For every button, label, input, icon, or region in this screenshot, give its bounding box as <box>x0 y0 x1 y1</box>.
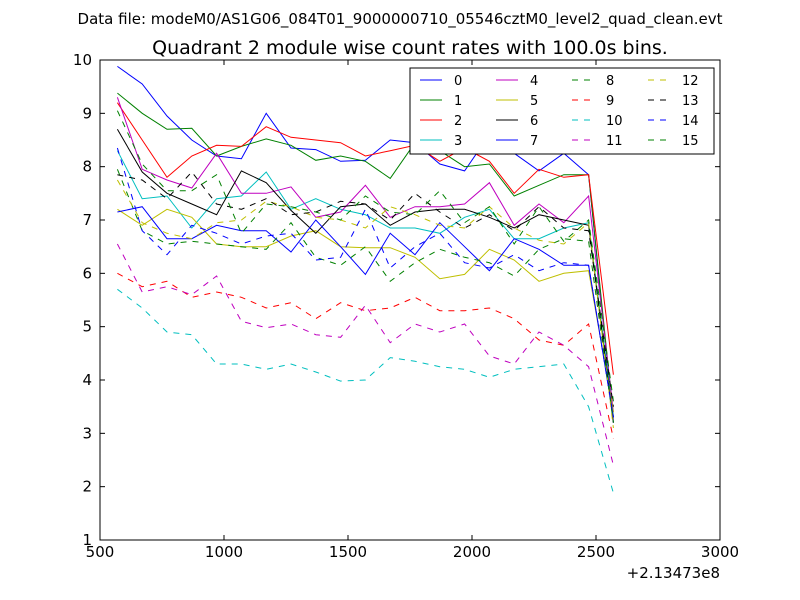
x-tick-label: 2000 <box>453 543 491 561</box>
legend-label-13: 13 <box>682 94 699 109</box>
legend-label-4: 4 <box>530 74 538 89</box>
series-line-5 <box>117 208 614 413</box>
x-offset-label: +2.13473e8 <box>627 564 720 582</box>
legend-label-0: 0 <box>454 74 462 89</box>
series-line-15 <box>116 110 614 402</box>
series-line-6 <box>116 129 614 423</box>
chart-title: Quadrant 2 module wise count rates with … <box>152 37 668 59</box>
x-tick-label: 1500 <box>329 543 367 561</box>
series-line-3 <box>116 150 614 418</box>
series-line-7 <box>117 206 614 418</box>
legend-label-6: 6 <box>530 114 538 129</box>
y-tick-label: 2 <box>82 478 92 496</box>
series-line-1 <box>117 92 614 418</box>
legend-label-9: 9 <box>606 94 614 109</box>
series-line-2 <box>116 102 614 375</box>
y-tick-label: 8 <box>82 158 92 176</box>
x-tick-label: 2500 <box>577 543 615 561</box>
series-line-4 <box>116 97 614 413</box>
plot-frame <box>99 59 721 541</box>
x-tick-label: 3000 <box>701 543 739 561</box>
series-line-8 <box>116 169 614 423</box>
series-line-9 <box>117 272 614 439</box>
x-tick-label: 500 <box>86 543 115 561</box>
series-line-11 <box>116 243 614 466</box>
y-tick-label: 7 <box>82 211 92 229</box>
suptitle: Data file: modeM0/AS1G06_084T01_90000007… <box>78 10 723 29</box>
series-line-0 <box>117 65 614 423</box>
legend-label-5: 5 <box>530 94 538 109</box>
legend-label-8: 8 <box>606 74 614 89</box>
y-tick-label: 5 <box>82 318 92 336</box>
y-tick-label: 10 <box>73 51 92 69</box>
legend-label-11: 11 <box>606 134 623 149</box>
series-line-13 <box>117 171 614 407</box>
y-tick-label: 6 <box>82 264 92 282</box>
series-line-12 <box>116 179 614 429</box>
y-tick-label: 9 <box>82 104 92 122</box>
legend-label-1: 1 <box>454 94 462 109</box>
plot-area <box>116 65 614 494</box>
legend-label-3: 3 <box>454 134 462 149</box>
legend-label-14: 14 <box>682 114 699 129</box>
legend-label-2: 2 <box>454 114 462 129</box>
y-tick-label: 3 <box>82 424 92 442</box>
legend-label-7: 7 <box>530 134 538 149</box>
x-tick-label: 1000 <box>205 543 243 561</box>
series-line-10 <box>117 288 614 494</box>
legend-label-12: 12 <box>682 74 699 89</box>
legend-label-15: 15 <box>682 134 699 149</box>
y-tick-label: 1 <box>82 531 92 549</box>
y-tick-label: 4 <box>82 371 92 389</box>
legend-label-10: 10 <box>606 114 623 129</box>
series-line-14 <box>116 147 614 418</box>
